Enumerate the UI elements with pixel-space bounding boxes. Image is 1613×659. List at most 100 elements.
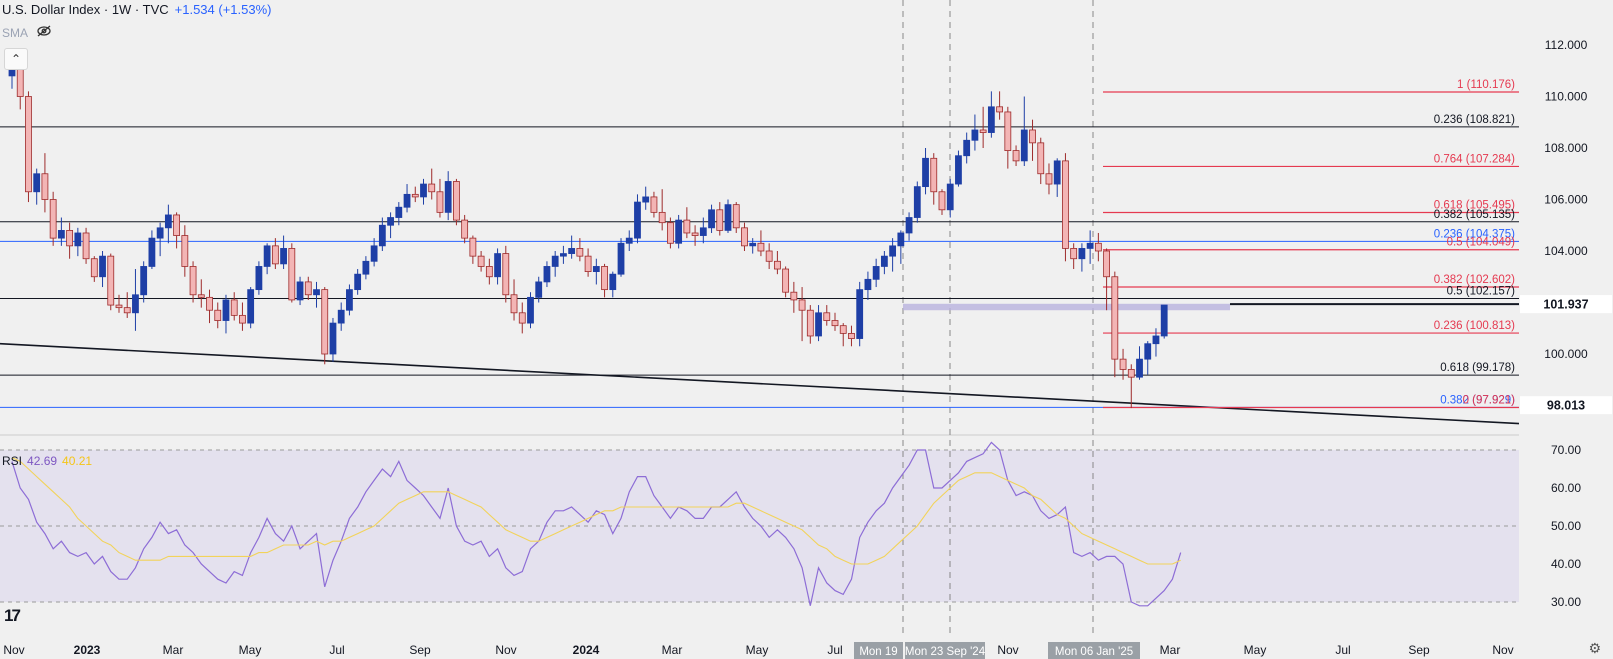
candle-body (987, 106, 995, 133)
time-axis-label: Jul (1335, 643, 1350, 657)
candle-body (527, 296, 534, 324)
candle-body (148, 237, 156, 267)
candle-body (979, 129, 987, 133)
time-axis-label: 2024 (573, 643, 600, 657)
candle-body (642, 196, 650, 203)
candle-body (222, 299, 230, 321)
candle-body (1012, 150, 1020, 162)
candle-body (1144, 343, 1152, 360)
date-marker-tag: Mon 23 Sep '24 (905, 646, 986, 658)
time-axis-label: Mar (163, 643, 184, 657)
candle-body (897, 232, 905, 247)
candle-body (378, 224, 386, 247)
candle-body (749, 242, 757, 247)
symbol-title[interactable]: U.S. Dollar Index · 1W · TVC (2, 2, 169, 17)
candle-body (206, 296, 213, 311)
fib-level-label: 0 (97.921) (1463, 395, 1516, 407)
candle-body (880, 255, 888, 267)
fib-level-label: 0.5 (104.049) (1447, 237, 1516, 249)
candle-body (617, 242, 625, 275)
candle-body (1053, 160, 1061, 185)
candle-body (535, 281, 543, 298)
candle-body (346, 289, 353, 311)
candle-body (724, 204, 732, 231)
collapse-legend-button[interactable]: ⌃ (4, 48, 28, 70)
fib-level-label: 0.236 (104.375) (1434, 228, 1515, 240)
price-axis-label: 110.000 (1545, 90, 1588, 104)
price-axis-label: 100.000 (1544, 347, 1588, 361)
candle-body (485, 266, 493, 278)
eye-hidden-icon[interactable] (36, 25, 52, 40)
candle-body (288, 248, 296, 301)
candle-body (370, 245, 378, 262)
candle-body (889, 245, 897, 257)
candle-body (362, 260, 370, 275)
chevron-up-icon: ⌃ (10, 52, 22, 66)
rsi-axis-label: 60.00 (1551, 481, 1581, 495)
candle-body (387, 217, 394, 226)
candle-body (107, 255, 115, 306)
candle-body (296, 281, 304, 301)
candle-body (321, 289, 329, 355)
candle-body (197, 294, 205, 298)
candle-body (675, 219, 683, 244)
candle-body (650, 196, 658, 213)
candle-body (49, 199, 57, 239)
candle-body (395, 206, 403, 218)
fib-level-label: 0.764 (107.284) (1434, 153, 1515, 165)
candle-body (708, 209, 715, 229)
candle-body (57, 229, 65, 239)
candle-body (1111, 276, 1119, 360)
candle-body (453, 181, 460, 221)
price-tag: 101.937 (1543, 298, 1588, 312)
chart-legend: U.S. Dollar Index · 1W · TVC +1.534 (+1.… (2, 2, 272, 17)
candle-body (1062, 160, 1069, 249)
candle-body (403, 193, 411, 208)
candle-body (304, 281, 312, 296)
sma-indicator-row[interactable]: SMA (2, 25, 52, 40)
candle-body (543, 266, 551, 283)
candle-body (716, 209, 724, 231)
time-axis-label: Jul (827, 643, 842, 657)
tradingview-logo-icon[interactable]: 17 (4, 606, 21, 625)
price-axis-label: 106.000 (1544, 193, 1588, 207)
trendline (0, 342, 1520, 425)
time-axis-label: Sep (409, 643, 431, 657)
rsi-label[interactable]: RSI (2, 454, 23, 468)
settings-gear-icon[interactable]: ⚙ (1588, 640, 1601, 656)
price-tag-bg (1520, 396, 1612, 415)
candle-body (782, 268, 790, 293)
candle-body (518, 312, 526, 324)
candle-body (634, 201, 641, 239)
fib-level-label: 0.236 (108.821) (1434, 114, 1515, 126)
candle-body (1094, 242, 1102, 252)
time-axis-label: Jul (329, 643, 344, 657)
candle-body (502, 253, 510, 296)
candle-body (922, 157, 929, 188)
rsi-line (11, 441, 1182, 607)
time-axis-label: Mar (662, 643, 683, 657)
candle-body (732, 204, 740, 229)
candle-body (123, 307, 131, 314)
candle-body (1029, 129, 1036, 144)
candle-body (667, 222, 674, 244)
candle-body (1078, 248, 1086, 260)
date-marker-tag: Mon 06 Jan '25 (1055, 646, 1133, 658)
candle-body (1020, 129, 1028, 162)
candle-body (601, 266, 608, 291)
candle-body (329, 322, 337, 355)
candle-body (1037, 142, 1045, 175)
candle-body (420, 183, 427, 198)
candle-body (996, 106, 1003, 113)
candle-body (444, 181, 452, 213)
candle-body (568, 248, 576, 254)
candle-body (1152, 335, 1160, 345)
candle-body (90, 258, 98, 278)
candle-body (625, 237, 633, 244)
price-tag-bg (1520, 295, 1612, 314)
time-axis-label: 2023 (74, 643, 101, 657)
candle-body (823, 312, 831, 321)
candle-body (132, 294, 139, 314)
date-marker-tag-bg (1048, 642, 1140, 659)
